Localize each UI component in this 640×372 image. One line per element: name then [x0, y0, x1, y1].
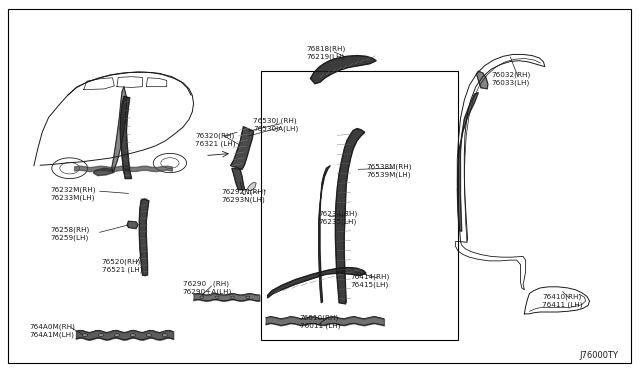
- Polygon shape: [230, 127, 253, 169]
- Polygon shape: [268, 267, 366, 298]
- Polygon shape: [112, 87, 127, 172]
- Text: 76010(RH)
76011 (LH): 76010(RH) 76011 (LH): [300, 314, 340, 328]
- Text: 76290   (RH)
76290+A(LH): 76290 (RH) 76290+A(LH): [182, 280, 232, 295]
- Text: 76032(RH)
76033(LH): 76032(RH) 76033(LH): [491, 71, 531, 86]
- Text: 76292N(RH)
76293N(LH): 76292N(RH) 76293N(LH): [221, 188, 266, 202]
- Circle shape: [230, 296, 234, 298]
- Circle shape: [83, 334, 88, 337]
- Polygon shape: [140, 199, 149, 276]
- Text: 76530J (RH)
76530JA(LH): 76530J (RH) 76530JA(LH): [253, 118, 298, 132]
- Text: 76320(RH)
76321 (LH): 76320(RH) 76321 (LH): [195, 132, 236, 147]
- Circle shape: [99, 334, 104, 337]
- Circle shape: [200, 296, 204, 298]
- Circle shape: [131, 334, 136, 337]
- Text: 76414(RH)
76415(LH): 76414(RH) 76415(LH): [351, 273, 390, 288]
- Polygon shape: [120, 96, 132, 179]
- Circle shape: [246, 296, 250, 298]
- Polygon shape: [310, 55, 376, 84]
- Circle shape: [115, 334, 120, 337]
- Polygon shape: [458, 93, 478, 231]
- Text: 76258(RH)
76259(LH): 76258(RH) 76259(LH): [51, 227, 90, 241]
- Circle shape: [163, 334, 168, 337]
- Polygon shape: [232, 168, 244, 190]
- Text: 76818(RH)
76219(LH): 76818(RH) 76219(LH): [306, 45, 345, 60]
- Text: J76000TY: J76000TY: [580, 351, 619, 360]
- Circle shape: [215, 296, 219, 298]
- Polygon shape: [335, 129, 365, 304]
- Polygon shape: [127, 221, 138, 229]
- Text: 76410(RH)
76411 (LH): 76410(RH) 76411 (LH): [542, 294, 583, 308]
- Text: 764A0M(RH)
764A1M(LH): 764A0M(RH) 764A1M(LH): [29, 323, 76, 338]
- Polygon shape: [93, 168, 115, 176]
- Polygon shape: [319, 166, 330, 303]
- Text: 76234(RH)
76235(LH): 76234(RH) 76235(LH): [319, 210, 358, 225]
- Polygon shape: [476, 71, 488, 89]
- Text: 76520(RH)
76521 (LH): 76520(RH) 76521 (LH): [102, 259, 142, 273]
- Text: 76538M(RH)
76539M(LH): 76538M(RH) 76539M(LH): [366, 164, 412, 179]
- Circle shape: [147, 334, 152, 337]
- Polygon shape: [246, 182, 256, 191]
- Text: 76232M(RH)
76233M(LH): 76232M(RH) 76233M(LH): [51, 187, 96, 201]
- Bar: [261, 71, 458, 340]
